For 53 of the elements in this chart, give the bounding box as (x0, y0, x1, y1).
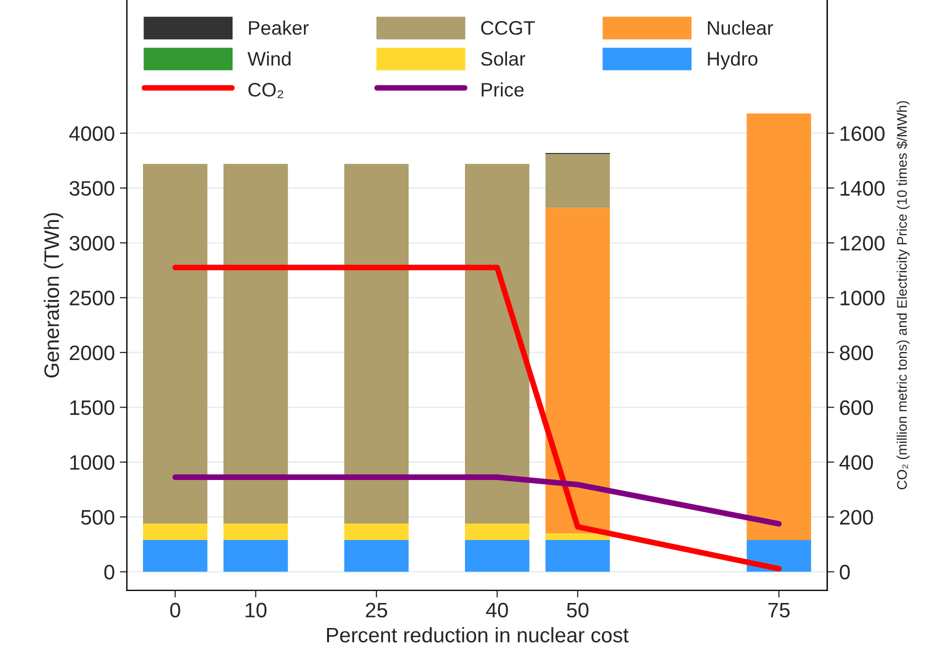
x-tick-label: 75 (768, 602, 790, 618)
y-tick-label: 3000 (70, 236, 114, 251)
bar (344, 524, 409, 540)
bar (223, 164, 288, 524)
legend-label: Peaker (249, 20, 309, 35)
legend-label: CCGT (481, 21, 535, 35)
x-tick-label: 10 (246, 602, 266, 618)
x-tick-label: 50 (566, 602, 588, 618)
x-tick-label: 0 (170, 602, 180, 618)
bar (746, 113, 812, 540)
bar (143, 524, 208, 540)
bar (143, 164, 208, 524)
bar (223, 524, 288, 540)
bar (223, 540, 288, 572)
x-axis-title: Percent reduction in nuclear cost (327, 627, 629, 642)
legend-label: Solar (481, 51, 526, 66)
bar (344, 540, 409, 572)
legend-label: Wind (248, 51, 291, 66)
y-tick-label: 0 (104, 564, 114, 580)
legend-label: Hydro (708, 51, 758, 70)
bar (545, 154, 610, 208)
bar (746, 540, 812, 572)
y-tick-label: 4000 (69, 126, 114, 141)
bar (545, 540, 610, 572)
bar (464, 164, 530, 524)
x-tick-label: 25 (366, 602, 388, 618)
y2-tick-label: 1400 (840, 181, 885, 196)
x-tick-label: 40 (486, 602, 508, 618)
bar (464, 540, 530, 572)
y2-tick-label: 1200 (840, 236, 885, 251)
y-tick-label: 2000 (70, 345, 114, 360)
bar (545, 208, 610, 534)
bar (545, 533, 610, 540)
y2-tick-label: 600 (840, 400, 873, 416)
y-tick-label: 1000 (70, 455, 114, 470)
y2-tick-label: 200 (840, 510, 873, 525)
y-axis-title: Generation (TWh) (44, 213, 64, 378)
y2-tick-label: 800 (840, 345, 873, 360)
y2-tick-label: 400 (839, 455, 873, 470)
y2-axis-title: CO₂ (million metric tons) and Electricity Price (10 times $/MWh) (896, 101, 910, 490)
bar (464, 524, 530, 540)
y2-tick-label: 1600 (840, 126, 885, 141)
bar (344, 164, 409, 524)
legend-label: Price (482, 82, 524, 97)
bar (143, 540, 208, 572)
y-tick-label: 2500 (70, 290, 114, 306)
legend-label: Nuclear (708, 20, 774, 35)
y-tick-label: 500 (81, 510, 114, 525)
legend-label: CO₂ (248, 82, 284, 98)
y2-tick-label: 1000 (840, 290, 885, 306)
y-tick-label: 3500 (70, 181, 114, 196)
y2-tick-label: 0 (840, 564, 850, 580)
y-tick-label: 1500 (70, 400, 114, 416)
